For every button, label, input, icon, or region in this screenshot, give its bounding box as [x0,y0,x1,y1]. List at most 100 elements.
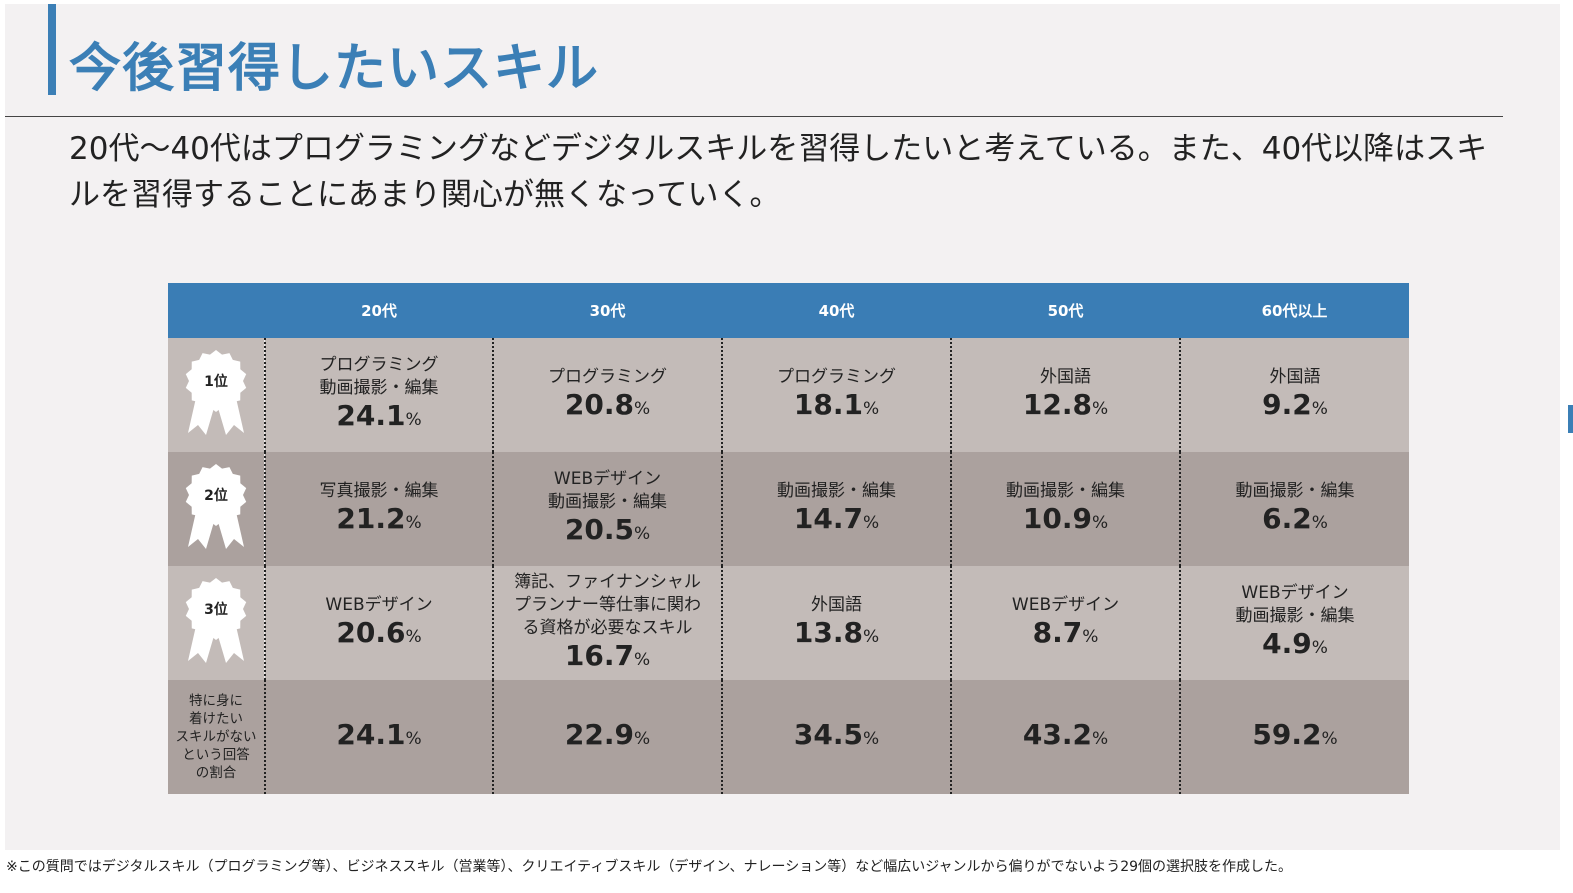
percentage-value: 20.8% [494,387,721,425]
skill-cell: 外国語 13.8% [721,566,951,680]
percentage-number: 34.5 [793,718,863,751]
column-header: 30代 [493,283,722,338]
side-tab [1568,405,1573,433]
table-row: 2位 写真撮影・編集 21.2% WEBデザイン 動画撮影・編集 20.5% 動画撮影・編集… [168,452,1409,566]
percentage-value: 22.9% [494,719,721,755]
skill-name: 動画撮影・編集 [777,480,896,501]
percent-sign: % [1321,729,1338,749]
skill-name: プログラミング [319,355,439,375]
column-header: 60代以上 [1180,283,1409,338]
title-accent-bar [48,4,56,95]
table-row: 3位 WEBデザイン 20.6% 簿記、ファイナンシャル プランナー等仕事に関わ る資格が… [168,566,1409,680]
rank-rosette-icon: 3位 [185,578,247,663]
percent-sign: % [862,729,880,749]
percent-sign: % [1311,512,1328,533]
percent-sign: % [633,524,651,544]
percentage-number: 59.2 [1252,718,1322,751]
skill-cell: 外国語 9.2% [1179,338,1409,452]
percent-sign: % [405,512,422,533]
percentage-number: 10.9 [1022,501,1092,535]
percentage-number: 20.8 [564,387,634,421]
percentage-value: 24.1% [266,719,492,755]
percentage-number: 20.5 [564,513,634,546]
no-skill-label-line: 特に身に [189,693,243,709]
skill-cell: WEBデザイン 20.6% [264,566,493,680]
percent-sign: % [862,512,880,533]
percentage-number: 22.9 [564,718,634,751]
no-skill-label-line: の割合 [195,765,237,781]
no-skill-label-line: 着けたい [189,711,243,727]
percent-sign: % [1091,512,1109,533]
percentage-number: 4.9 [1262,627,1312,660]
skill-cell: 簿記、ファイナンシャル プランナー等仕事に関わ る資格が必要なスキル 16.7% [492,566,722,680]
footnote: ※この質問ではデジタルスキル（プログラミング等）、ビジネススキル（営業等）、クリ… [6,859,1293,875]
skill-name: WEBデザイン [325,594,433,615]
percent-sign: % [633,649,651,670]
title-divider [5,116,1503,117]
skill-name: 外国語 [1269,366,1321,387]
percent-sign: % [1091,398,1109,419]
skill-cell: プログラミング 18.1% [721,338,951,452]
column-header: 20代 [265,283,493,338]
skill-cell: WEBデザイン 8.7% [950,566,1180,680]
no-skill-cell: 34.5% [721,680,951,794]
percent-sign: % [862,398,880,419]
skill-name: 動画撮影・編集 [319,378,439,398]
percentage-number: 43.2 [1022,718,1092,751]
percentage-value: 18.1% [723,387,950,425]
percentage-number: 21.2 [336,501,406,535]
skill-name: WEBデザイン [1011,594,1120,615]
percent-sign: % [405,626,422,647]
lead-text: 20代〜40代はプログラミングなどデジタルスキルを習得したいと考えている。また、… [69,131,1488,213]
percent-sign: % [405,410,422,430]
no-skill-cell: 43.2% [950,680,1180,794]
percentage-value: 59.2% [1181,719,1409,755]
skill-name: 動画撮影・編集 [1006,480,1125,501]
no-skill-cell: 59.2% [1179,680,1409,794]
skill-ranking-table: 20代 30代 40代 50代 60代以上 1位 プログラミング 動画撮影・編集 24… [168,283,1409,794]
percentage-value: 43.2% [952,719,1179,755]
no-skill-label: 特に身に着けたいスキルがない という回答の割合 [168,680,265,794]
skill-name: 外国語 [1040,366,1091,387]
percentage-value: 4.9% [1181,628,1409,664]
percentage-value: 13.8% [723,616,950,653]
percent-sign: % [1311,638,1328,658]
skill-name: WEBデザイン [1241,583,1349,603]
column-header: 50代 [951,283,1180,338]
percentage-value: 14.7% [723,502,950,539]
no-skill-label-line: という回答 [182,747,250,763]
skill-cell: WEBデザイン 動画撮影・編集 4.9% [1179,566,1409,680]
rank-cell: 3位 [168,566,265,680]
percentage-value: 21.2% [266,501,492,539]
percentage-number: 24.1 [336,718,406,751]
skill-name: 動画撮影・編集 [1235,606,1355,626]
percent-sign: % [1311,398,1328,419]
percent-sign: % [1082,626,1099,647]
percentage-value: 9.2% [1181,387,1409,425]
no-skill-label-line: スキルがない [175,729,257,745]
skill-cell: 外国語 12.8% [950,338,1180,452]
percent-sign: % [862,626,880,647]
page-title: 今後習得したいスキル [69,39,600,99]
percentage-number: 16.7 [564,638,634,672]
skill-cell: プログラミング 動画撮影・編集 24.1% [264,338,493,452]
no-skill-cell: 22.9% [492,680,722,794]
skill-name: WEBデザイン [553,469,662,489]
skill-cell: 動画撮影・編集 10.9% [950,452,1180,566]
skill-name: プログラミング [777,366,896,387]
rank-rosette-icon: 2位 [185,464,247,549]
percent-sign: % [405,729,422,749]
header-corner [168,283,265,338]
skill-name: 動画撮影・編集 [548,492,667,512]
table-row-no-skill: 特に身に 着けたい スキルがない という回答 の割合 24.1% 22.9% 34.5% 43.… [168,680,1409,794]
skill-name: 写真撮影・編集 [319,480,439,501]
skill-name: 簿記、ファイナンシャル [514,571,701,592]
percentage-value: 24.1% [266,400,492,436]
percentage-value: 16.7% [494,638,721,676]
rank-label: 3位 [204,601,228,618]
percentage-number: 18.1 [793,387,863,421]
percentage-value: 34.5% [723,719,950,755]
skill-name: 動画撮影・編集 [1235,480,1355,501]
rank-label: 2位 [204,487,228,504]
percentage-number: 9.2 [1262,387,1312,421]
